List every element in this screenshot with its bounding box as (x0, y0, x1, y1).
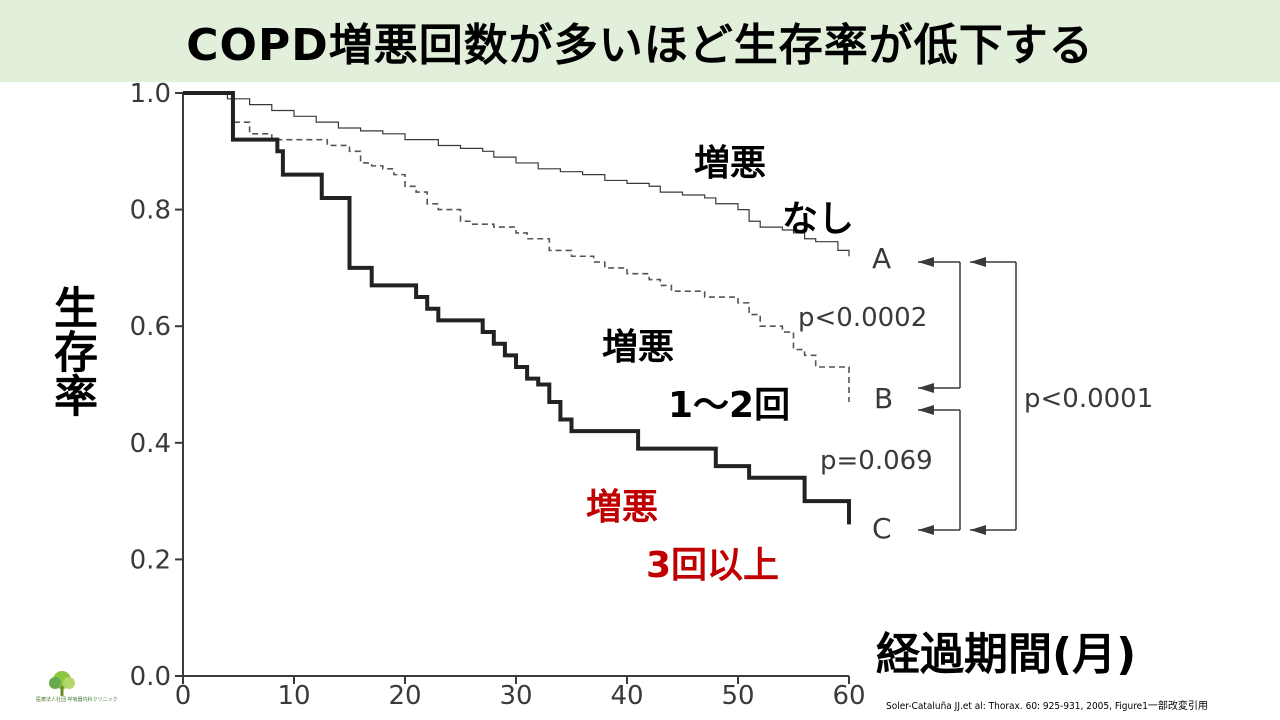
arrow-c-inner (918, 525, 934, 535)
survival-curve-b (183, 92, 850, 402)
chart-curves (183, 91, 851, 525)
label-1-2-exacerbations-line1: 増悪 (602, 327, 675, 368)
x-tick-label: 20 (388, 681, 421, 711)
y-tick-label: 0.6 (130, 312, 171, 342)
x-tick-label: 50 (721, 681, 754, 711)
label-no-exacerbation-line1: 増悪 (694, 143, 767, 184)
chart-axes: 0.0 0.2 0.4 0.6 0.8 1.0 0 10 20 30 40 50 60 (130, 79, 866, 711)
y-tick-label: 0.2 (130, 545, 171, 575)
x-tick-label: 0 (175, 681, 192, 711)
clinic-logo-icon (49, 671, 75, 696)
logo-text: 医療法人社団 呼吸器内科クリニック (36, 697, 118, 703)
y-tick-label: 0.0 (130, 662, 171, 692)
arrow-b-bottom (918, 405, 934, 415)
survival-curve-a (183, 92, 850, 257)
x-tick-label: 10 (277, 681, 310, 711)
survival-curve-c (183, 91, 851, 525)
arrow-c-outer (970, 525, 986, 535)
pvalue-a-vs-c: p<0.0001 (1024, 384, 1154, 414)
label-1-2-exacerbations-line2: 1～2回 (668, 385, 791, 426)
label-3plus-exacerbations-line1: 増悪 (586, 487, 659, 528)
y-axis-label: 生存率 (46, 285, 97, 417)
x-axis-label: 経過期間(月) (876, 629, 1137, 680)
label-3plus-exacerbations-line2: 3回以上 (646, 545, 780, 586)
curve-label-b: B (874, 382, 894, 415)
pvalue-b-vs-c: p=0.069 (820, 446, 933, 476)
arrow-a-outer (970, 257, 986, 267)
citation: Soler-Cataluña JJ.et al: Thorax. 60: 925… (886, 701, 1208, 712)
slide-title: COPD増悪回数が多いほど生存率が低下する (186, 20, 1094, 71)
x-tick-label: 30 (499, 681, 532, 711)
x-tick-label: 40 (610, 681, 643, 711)
y-tick-label: 0.4 (130, 429, 171, 459)
curve-label-c: C (872, 512, 892, 545)
arrow-b-top (918, 383, 934, 393)
curve-label-a: A (872, 242, 892, 275)
pvalue-a-vs-b: p<0.0002 (798, 303, 928, 333)
label-no-exacerbation-line2: なし (782, 199, 855, 240)
comparison-brackets (918, 257, 1017, 535)
title-bar: COPD増悪回数が多いほど生存率が低下する (0, 0, 1280, 82)
arrow-a-inner (918, 257, 934, 267)
y-tick-label: 0.8 (130, 196, 171, 226)
y-tick-label: 1.0 (130, 79, 171, 109)
x-tick-label: 60 (832, 681, 865, 711)
